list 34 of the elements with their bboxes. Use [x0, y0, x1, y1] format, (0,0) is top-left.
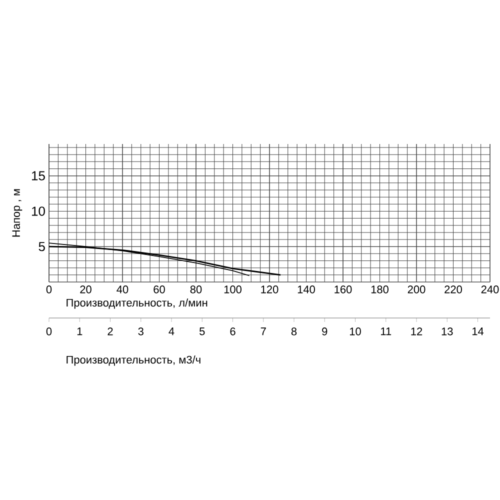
- x2-tick-label: 5: [200, 328, 205, 336]
- x2-tick-label: 0: [46, 328, 52, 336]
- x-tick-label: 0: [46, 286, 52, 294]
- x-axis-title: Производительность, л/мин: [66, 298, 208, 309]
- x2-tick-label: 11: [381, 328, 392, 336]
- x2-tick-label: 4: [168, 328, 174, 336]
- x-tick-label: 100: [224, 286, 242, 294]
- x2-tick-label: 9: [322, 328, 328, 336]
- x2-tick-label: 12: [411, 328, 422, 336]
- x-tick-label: 240: [481, 286, 499, 294]
- x-tick-label: 120: [261, 286, 278, 294]
- x2-tick-label: 10: [350, 328, 361, 336]
- x-tick-label: 200: [408, 286, 426, 294]
- x-tick-label: 20: [80, 286, 92, 294]
- y-tick-label: 10: [32, 206, 45, 216]
- x-tick-label: 60: [154, 286, 165, 294]
- x2-tick-label: 1: [77, 328, 82, 336]
- x-tick-label: 40: [116, 286, 128, 294]
- x2-tick-label: 7: [260, 328, 266, 336]
- x2-tick-label: 8: [291, 328, 297, 336]
- x-tick-label: 80: [190, 286, 202, 294]
- x-tick-label: 220: [444, 286, 462, 294]
- x2-tick-label: 2: [108, 328, 113, 336]
- x-tick-label: 140: [298, 286, 315, 294]
- x2-tick-label: 3: [138, 328, 144, 336]
- y-tick-label: 5: [38, 242, 45, 252]
- x2-tick-label: 13: [442, 328, 453, 336]
- x2-tick-label: 6: [230, 328, 236, 336]
- x2-tick-label: 14: [472, 328, 484, 336]
- y-tick-label: 15: [32, 171, 45, 180]
- x2-axis-title: Производительность, м3/ч: [66, 356, 200, 366]
- x-tick-label: 160: [334, 286, 352, 294]
- y-axis-title: Напор , м: [12, 189, 22, 237]
- x-tick-label: 180: [371, 286, 388, 294]
